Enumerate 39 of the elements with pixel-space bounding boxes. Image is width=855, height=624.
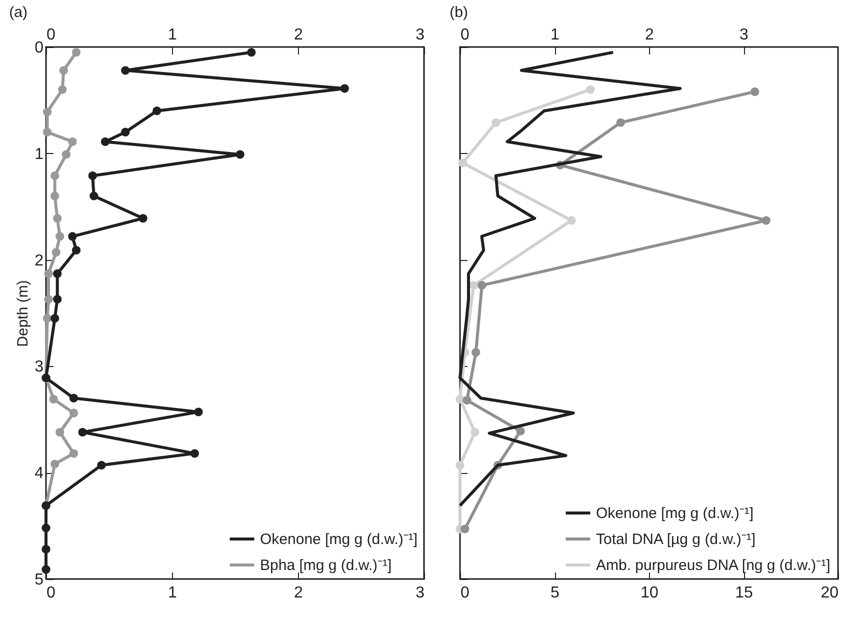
point [586,85,595,94]
legend-label: Bpha [mg g (d.w.)⁻¹] [260,557,392,574]
point [456,460,464,470]
point [469,281,478,290]
point [567,216,576,225]
point [478,281,486,290]
y-tick-label: 5 [34,572,44,588]
chart-title: (a) [9,4,28,21]
x-tick-label: 15 [735,584,753,602]
point [462,396,472,405]
point [460,524,470,534]
point [470,428,480,436]
x-tick-label: 20 [820,584,839,602]
point [472,348,480,357]
point [458,158,467,168]
point [516,426,525,436]
x-tick-label: 0 [460,584,470,602]
y-tick-label: 4 [34,465,44,482]
legend-label: Total DNA [µg g (d.w.)⁻¹] [596,531,756,548]
point [762,216,771,225]
point [750,87,760,96]
y-tick-label: 0 [34,40,44,56]
legend-label: Amb. purpureus DNA [ng g (d.w.)⁻¹] [596,557,830,574]
x-tick-label: 10 [640,584,658,602]
y-tick-label: 2 [34,252,44,270]
x-tick-label: 3 [416,26,425,44]
legend-label: Okenone [mg g (d.w.)⁻¹] [260,531,418,548]
point [492,118,500,127]
y-tick-label: 3 [34,358,44,376]
x-tick-label: 1 [168,26,178,44]
legend-label: Okenone [mg g (d.w.)⁻¹] [596,505,754,522]
point [456,394,464,404]
point [616,118,625,127]
x-tick-label: 2 [294,26,304,44]
y-axis-title: Depth (m) [14,280,32,347]
x-tick-label: 5 [550,584,560,602]
y-tick-label: 1 [34,146,44,163]
chart-title: (b) [450,4,468,21]
x-tick-label: 0 [46,26,56,44]
